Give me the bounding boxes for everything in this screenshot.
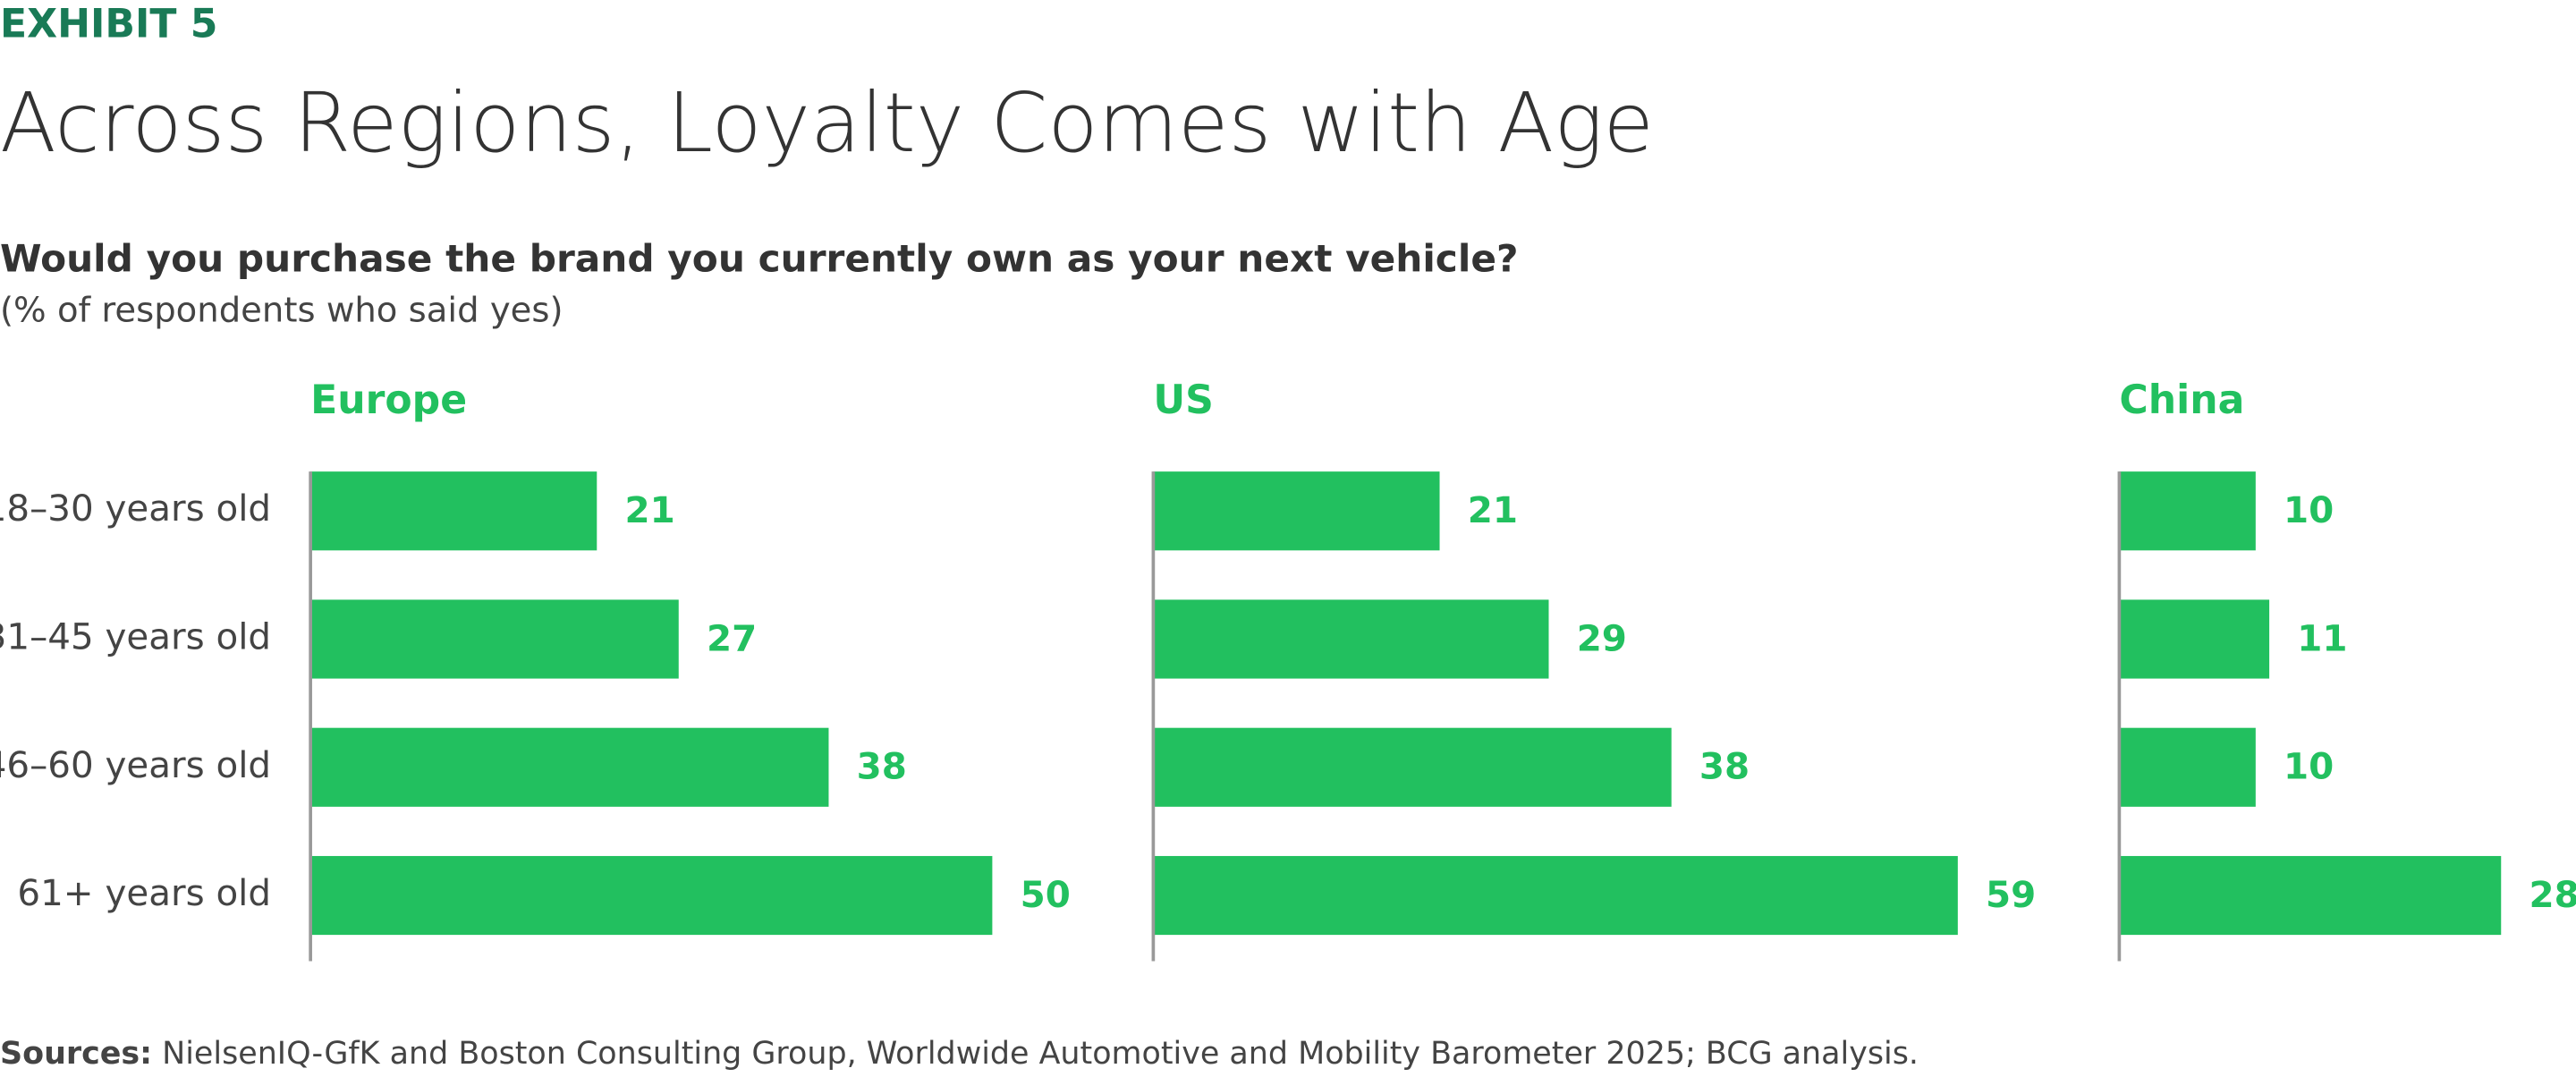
category-label: 18–30 years old: [0, 487, 271, 530]
bar: [1153, 471, 1440, 551]
bar: [310, 471, 597, 551]
bar: [1153, 599, 1549, 679]
value-label: 10: [2284, 745, 2334, 788]
bar: [1153, 855, 1958, 936]
bar: [2119, 471, 2256, 551]
category-label: 46–60 years old: [0, 743, 271, 786]
value-label: 21: [625, 488, 675, 531]
category-label: 31–45 years old: [0, 615, 271, 658]
chart-title: Across Regions, Loyalty Comes with Age: [0, 75, 1654, 171]
sources-text: NielsenIQ-GfK and Boston Consulting Grou…: [162, 1036, 1919, 1072]
bar: [2119, 599, 2270, 679]
panel-title: US: [1153, 377, 1214, 423]
bar: [2119, 855, 2502, 936]
value-label: 10: [2284, 488, 2334, 531]
bar: [1153, 727, 1672, 807]
value-label: 11: [2297, 616, 2347, 659]
exhibit-label: EXHIBIT 5: [0, 1, 217, 47]
value-label: 28: [2529, 873, 2576, 916]
value-label: 27: [707, 616, 757, 659]
value-label: 38: [1699, 745, 1750, 788]
value-label: 59: [1986, 873, 2036, 916]
bar: [310, 727, 829, 807]
panel-title: Europe: [310, 377, 467, 423]
sources-label: Sources:: [0, 1036, 152, 1072]
bar: [310, 599, 679, 679]
value-label: 50: [1021, 873, 1071, 916]
note: (% of respondents who said yes): [0, 290, 564, 330]
panel-title: China: [2119, 377, 2244, 423]
subtitle: Would you purchase the brand you current…: [0, 237, 1518, 281]
category-label: 61+ years old: [17, 871, 271, 914]
value-label: 38: [857, 745, 907, 788]
bar: [2119, 727, 2256, 807]
bar: [310, 855, 993, 936]
value-label: 29: [1577, 616, 1627, 659]
sources: Sources: NielsenIQ-GfK and Boston Consult…: [0, 1036, 1919, 1072]
value-label: 21: [1468, 488, 1518, 531]
